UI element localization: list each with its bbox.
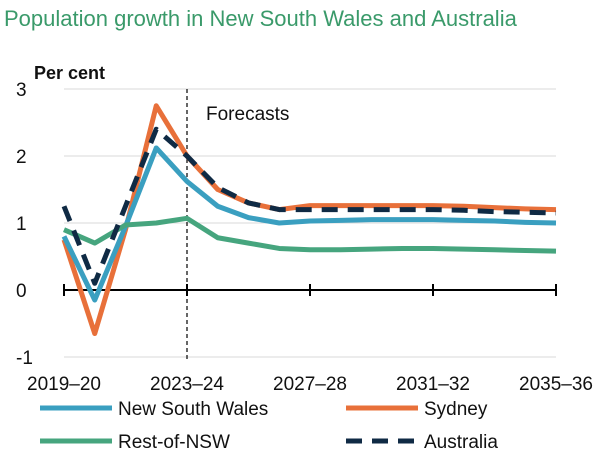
series-line-sydney — [61, 103, 557, 337]
x-tick-label: 2035–36 — [519, 374, 593, 395]
legend-label: New South Wales — [118, 399, 268, 420]
y-tick-label: 0 — [16, 281, 27, 302]
x-tick-label: 2019–20 — [27, 374, 101, 395]
x-tick-label: 2023–24 — [150, 374, 224, 395]
series-line-rest-of-nsw — [63, 215, 557, 254]
legend-label: Rest-of-NSW — [118, 432, 230, 453]
legend-label: Australia — [424, 432, 498, 453]
x-tick-label: 2031–32 — [396, 374, 470, 395]
y-axis-label: Per cent — [34, 63, 105, 83]
series-line-new-south-wales — [61, 145, 557, 303]
y-tick-label: 3 — [16, 80, 27, 101]
forecast-annotation: Forecasts — [206, 104, 289, 125]
chart-title: Population growth in New South Wales and… — [4, 6, 517, 31]
series-line-australia — [61, 126, 557, 286]
x-tick-label: 2027–28 — [273, 374, 347, 395]
y-tick-label: 1 — [16, 214, 27, 235]
y-tick-label: -1 — [16, 348, 33, 369]
y-tick-label: 2 — [16, 147, 27, 168]
legend-label: Sydney — [424, 399, 488, 420]
